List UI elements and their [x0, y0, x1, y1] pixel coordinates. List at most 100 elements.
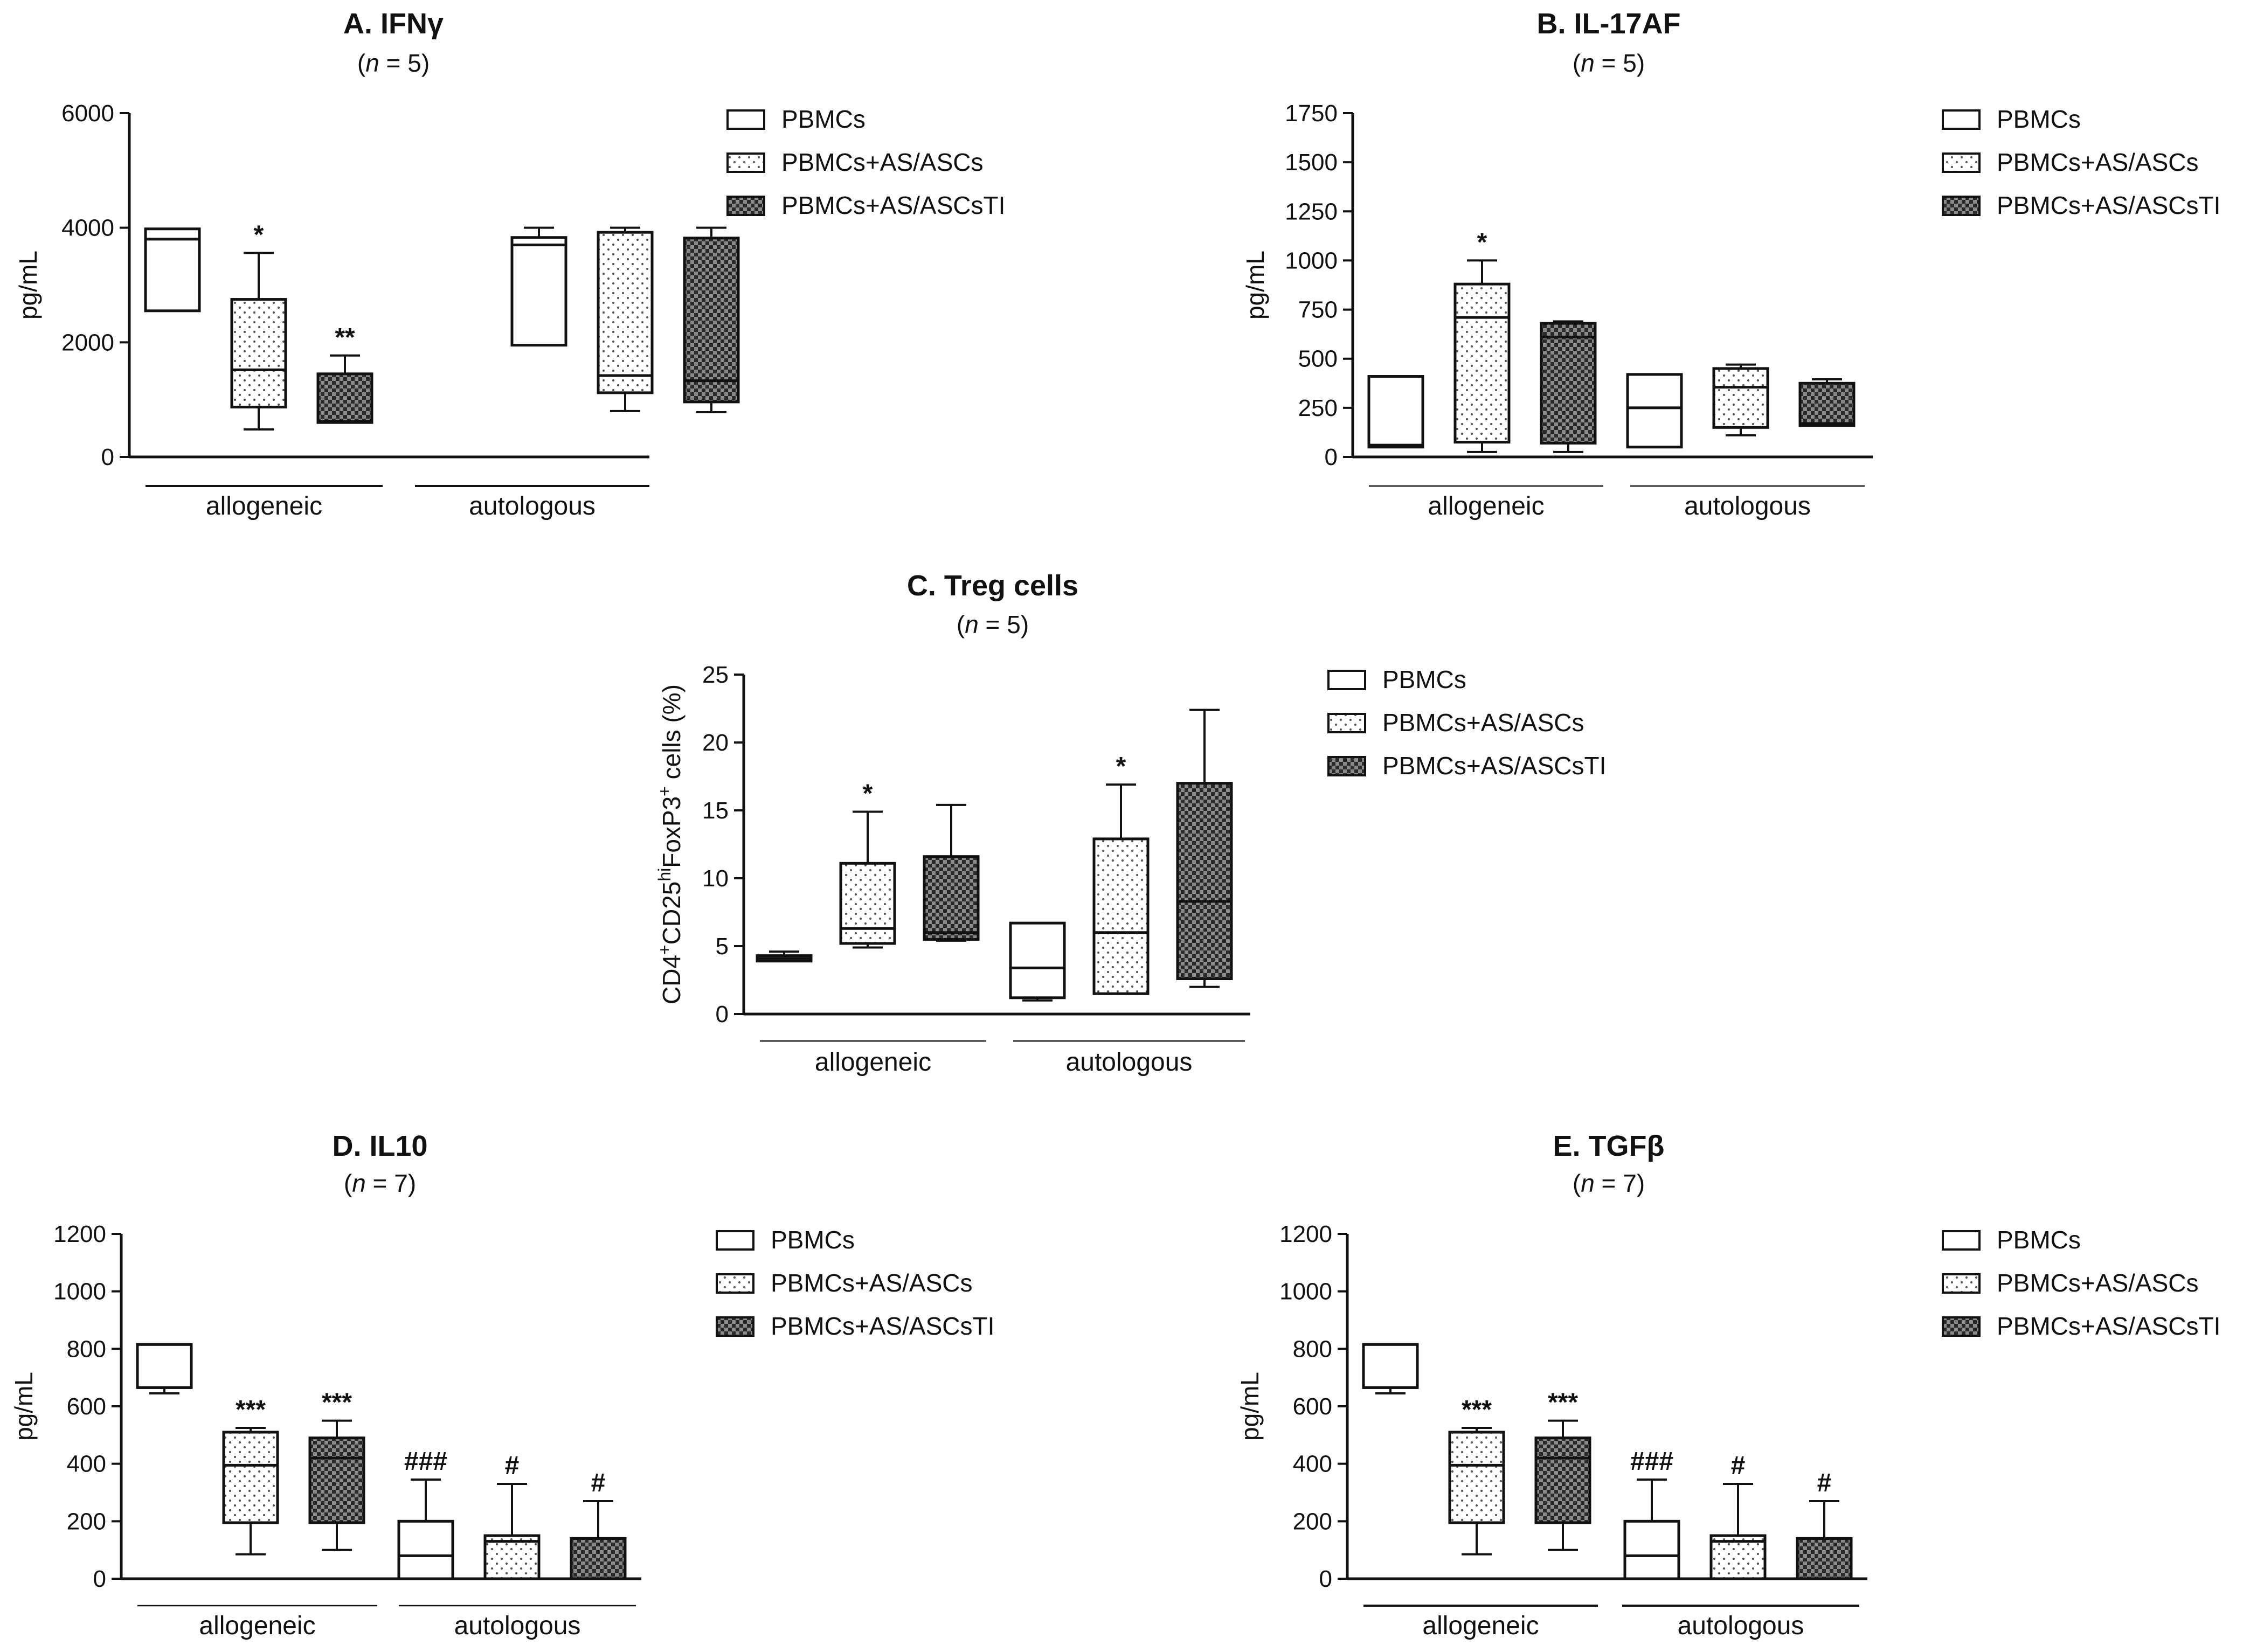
box-allogeneic-pbmcs-as-ascs: * — [1453, 228, 1511, 453]
legend-entry: PBMCs+AS/ASCs — [1997, 148, 2199, 176]
legend-entry: PBMCs+AS/ASCs — [1382, 709, 1584, 737]
legend-entry: PBMCs+AS/ASCsTI — [1997, 1312, 2220, 1340]
y-tick-label: 4000 — [61, 215, 114, 241]
box-autologous-pbmcs: ### — [397, 1447, 454, 1580]
legend-swatch — [716, 1230, 754, 1251]
legend-swatch — [726, 152, 765, 173]
panel-B: B. IL-17AF (n = 5) 0 250 500 750 1000 1250 1500 1… — [1241, 8, 2220, 520]
box-body — [510, 236, 567, 347]
box-allogeneic-pbmcs-as-ascs: * — [839, 780, 896, 949]
box-allogeneic-pbmcs — [136, 1343, 193, 1394]
box-allogeneic-pbmcs-as-ascsti: ** — [316, 323, 373, 424]
significance-marker: # — [1817, 1469, 1832, 1497]
legend-swatch — [1942, 1230, 1981, 1251]
group-label-autologous: autologous — [1678, 1612, 1804, 1640]
y-tick-label: 0 — [1319, 1566, 1332, 1592]
y-tick-label: 1250 — [1285, 198, 1338, 225]
y-axis-label: pg/mL — [1241, 251, 1269, 320]
box-body — [923, 855, 980, 941]
box-body — [1009, 921, 1066, 999]
significance-marker: ** — [335, 323, 355, 352]
y-label-part: cells (%) — [657, 684, 686, 786]
y-label-part: FoxP3 — [657, 796, 686, 868]
box-body — [839, 862, 896, 945]
chart-subtitle: (n = 5) — [957, 610, 1029, 638]
box-body — [397, 1519, 454, 1580]
significance-marker: * — [1477, 228, 1487, 256]
box-allogeneic-pbmcs — [1362, 1343, 1419, 1394]
box-autologous-pbmcs-as-ascsti: # — [1796, 1469, 1853, 1580]
y-tick-label: 600 — [67, 1393, 106, 1420]
box-body — [222, 1431, 279, 1524]
panel-C: C. Treg cells(n = 5)0510152025CD4+CD25hi… — [655, 570, 1606, 1077]
box-allogeneic-pbmcs-as-ascsti — [1540, 320, 1597, 453]
significance-marker: *** — [1462, 1396, 1492, 1424]
n-symbol: n — [1581, 49, 1595, 77]
box-allogeneic-pbmcs — [1367, 375, 1424, 449]
legend-swatch — [726, 196, 765, 216]
box-autologous-pbmcs — [510, 226, 567, 347]
box-body — [1712, 367, 1769, 429]
y-label-part: hi — [655, 868, 674, 881]
panel-E: E. TGFβ (n = 7) 0 200 400 600 800 1000 1200 pg/mL… — [1236, 1130, 2220, 1640]
y-label-part: + — [655, 945, 674, 955]
y-tick-label: 1500 — [1285, 149, 1338, 176]
y-tick-label: 15 — [702, 797, 729, 824]
box-body — [1367, 375, 1424, 449]
legend-entry: PBMCs — [1997, 105, 2081, 133]
significance-marker: # — [591, 1469, 606, 1497]
y-tick-label: 200 — [1293, 1508, 1332, 1535]
chart-title: B. IL-17AF — [1536, 8, 1680, 40]
group-label-autologous: autologous — [1066, 1048, 1193, 1077]
y-tick-label: 5 — [716, 933, 729, 960]
significance-marker: * — [1116, 752, 1126, 781]
chart-title: A. IFNγ — [343, 8, 444, 40]
significance-marker: # — [1731, 1452, 1746, 1480]
y-tick-label: 0 — [101, 444, 114, 470]
y-tick-label: 400 — [67, 1451, 106, 1477]
y-tick-label: 250 — [1298, 395, 1338, 421]
significance-marker: *** — [322, 1389, 352, 1417]
legend-entry: PBMCs+AS/ASCsTI — [1382, 752, 1606, 780]
chart-title: E. TGFβ — [1553, 1130, 1665, 1162]
legend-entry: PBMCs+AS/ASCs — [781, 148, 984, 176]
legend-entry: PBMCs+AS/ASCsTI — [781, 191, 1005, 219]
box-allogeneic-pbmcs-as-ascsti — [923, 803, 980, 942]
box-body — [1798, 381, 1856, 427]
significance-marker: * — [254, 220, 264, 249]
box-body — [308, 1436, 365, 1524]
y-tick-label: 1750 — [1285, 100, 1338, 127]
significance-marker: # — [505, 1452, 520, 1480]
box-allogeneic-pbmcs — [144, 227, 201, 313]
box-autologous-pbmcs: ### — [1623, 1447, 1680, 1580]
group-label-allogeneic: allogeneic — [815, 1048, 931, 1077]
box-body — [136, 1343, 193, 1389]
box-body — [144, 227, 201, 313]
y-tick-label: 200 — [67, 1508, 106, 1535]
group-label-autologous: autologous — [454, 1612, 581, 1640]
box-allogeneic-pbmcs-as-ascs: *** — [222, 1396, 279, 1556]
box-autologous-pbmcs-as-ascs: * — [1092, 752, 1150, 995]
y-tick-label: 1000 — [1279, 1279, 1332, 1305]
box-autologous-pbmcs-as-ascsti: # — [570, 1469, 627, 1580]
chart-title: C. Treg cells — [907, 570, 1078, 602]
box-body — [1540, 322, 1597, 445]
group-label-autologous: autologous — [469, 492, 596, 520]
y-tick-label: 1000 — [53, 1279, 106, 1305]
legend-entry: PBMCs — [781, 105, 866, 133]
legend-swatch — [1327, 756, 1366, 776]
chart-subtitle: (n = 5) — [357, 49, 430, 77]
y-label-part: CD25 — [657, 881, 686, 945]
y-tick-label: 25 — [702, 662, 729, 688]
legend-entry: PBMCs — [771, 1226, 855, 1254]
box-autologous-pbmcs — [1009, 921, 1066, 1002]
significance-marker: ### — [1630, 1447, 1673, 1476]
n-symbol: n — [365, 49, 379, 77]
group-label-allogeneic: allogeneic — [1428, 492, 1544, 520]
legend-swatch — [1942, 109, 1981, 130]
chart-subtitle: (n = 5) — [1573, 49, 1645, 77]
n-value: 5 — [1623, 49, 1637, 77]
box-body — [483, 1534, 541, 1580]
group-label-allogeneic: allogeneic — [206, 492, 322, 520]
legend-entry: PBMCs+AS/ASCsTI — [1997, 191, 2220, 219]
